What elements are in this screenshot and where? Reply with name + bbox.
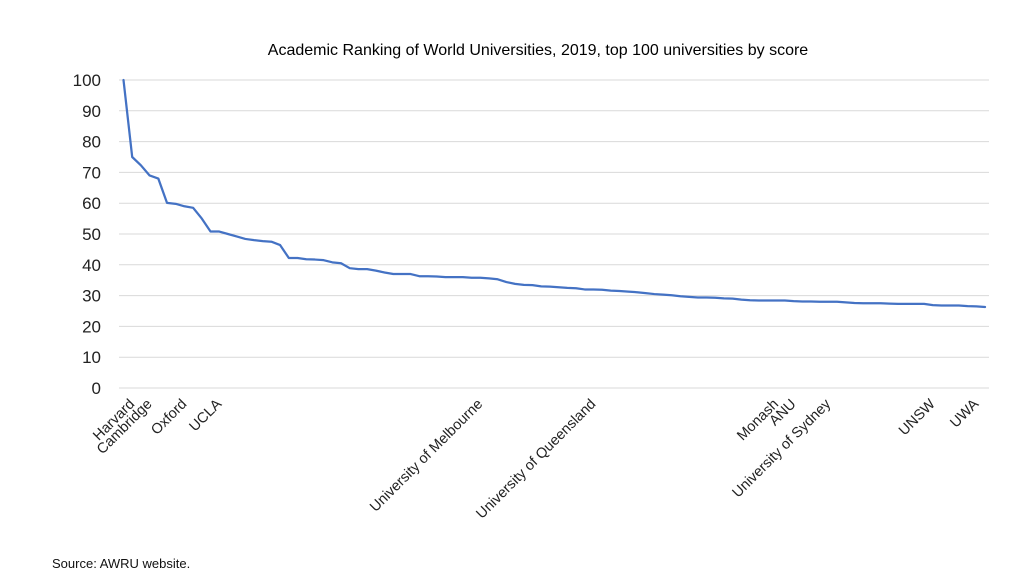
- y-tick-label: 70: [82, 163, 101, 182]
- x-axis-label: UNSW: [896, 396, 939, 439]
- gridlines: [119, 79, 989, 389]
- y-tick-label: 20: [82, 317, 101, 336]
- x-axis-label: University of Melbourne: [367, 396, 486, 515]
- y-tick-label: 80: [82, 133, 101, 152]
- series-line-score: [122, 78, 987, 309]
- y-tick-label: 40: [82, 256, 101, 275]
- y-tick-label: 90: [82, 102, 101, 121]
- series-group: [122, 78, 987, 309]
- x-axis-label: Oxford: [148, 396, 190, 438]
- y-tick-label: 50: [82, 225, 101, 244]
- y-axis-tick-labels: 0 10 20 30 40 50 60 70 80 90 100: [73, 71, 101, 398]
- y-tick-label: 30: [82, 287, 101, 306]
- y-tick-label: 60: [82, 194, 101, 213]
- x-axis-label: UWA: [947, 396, 982, 431]
- y-tick-label: 0: [92, 379, 101, 398]
- x-axis-label: University of Queensland: [473, 396, 599, 522]
- y-tick-label: 100: [73, 71, 101, 90]
- y-tick-label: 10: [82, 348, 101, 367]
- x-axis-label: UCLA: [186, 396, 225, 435]
- chart-title: Academic Ranking of World Universities, …: [268, 42, 809, 59]
- source-note: Source: AWRU website.: [52, 556, 191, 571]
